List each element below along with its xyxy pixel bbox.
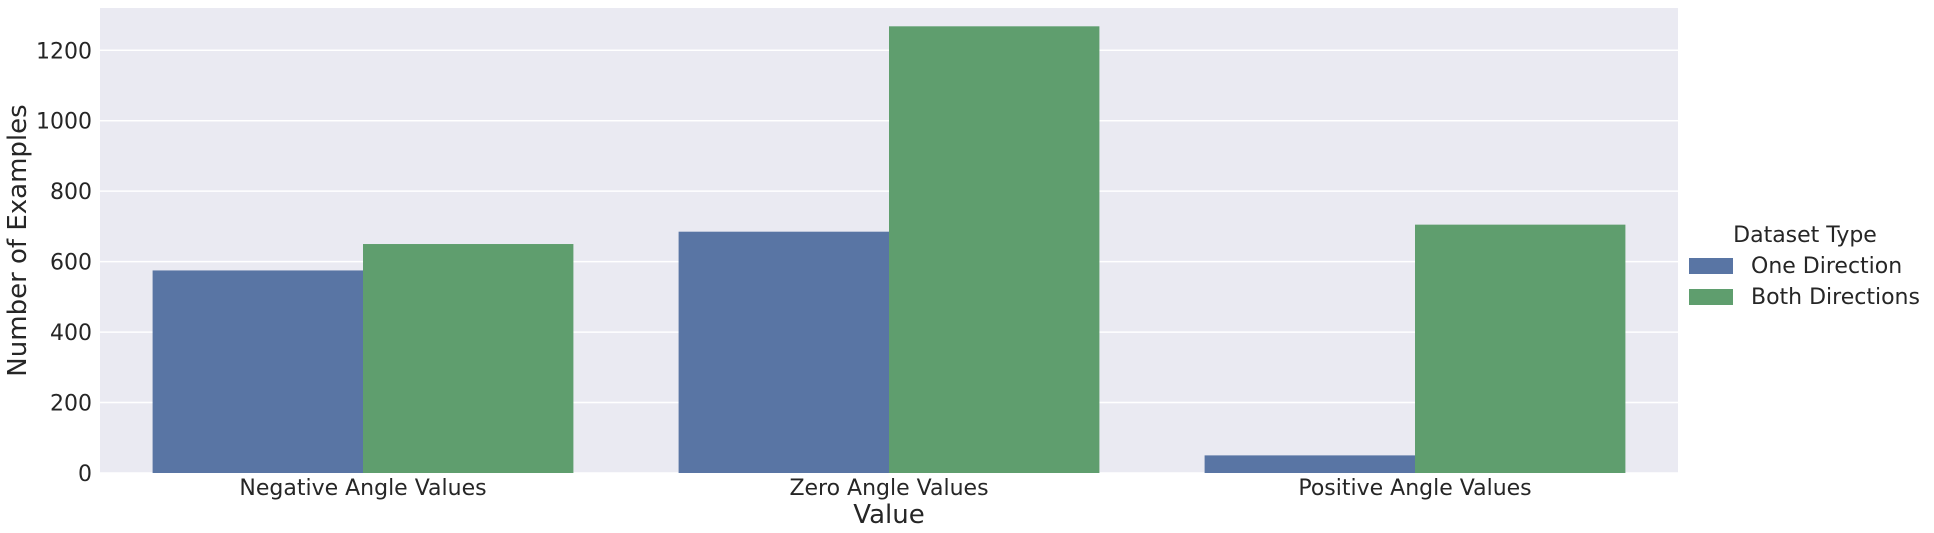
- y-tick-label: 1200: [36, 39, 92, 64]
- legend-swatch: [1689, 258, 1733, 274]
- x-axis-label: Value: [853, 500, 924, 530]
- legend-title: Dataset Type: [1733, 223, 1877, 248]
- legend-entry: Both Directions: [1751, 285, 1920, 310]
- bar: [152, 270, 363, 473]
- y-tick-label: 200: [50, 392, 92, 417]
- y-tick-label: 1000: [36, 110, 92, 135]
- bar: [1204, 455, 1415, 473]
- bar: [889, 26, 1100, 474]
- y-tick-label: 400: [50, 321, 92, 346]
- x-axis-ticks: Negative Angle Values Zero Angle Values Po…: [239, 476, 1531, 501]
- y-tick-label: 0: [78, 462, 92, 487]
- legend-entry: One Direction: [1751, 254, 1902, 279]
- bars: [152, 26, 1626, 474]
- y-tick-label: 800: [50, 180, 92, 205]
- x-tick-label: Negative Angle Values: [239, 476, 486, 501]
- bar: [363, 244, 574, 473]
- x-tick-label: Positive Angle Values: [1298, 476, 1531, 501]
- bar: [678, 231, 889, 473]
- y-tick-label: 600: [50, 251, 92, 276]
- y-axis-ticks: 0 200 400 600 800 1000 1200: [36, 39, 92, 487]
- legend: Dataset Type One Direction Both Direction…: [1689, 223, 1920, 310]
- legend-swatch: [1689, 289, 1733, 305]
- y-axis-label: Number of Examples: [3, 104, 33, 376]
- x-tick-label: Zero Angle Values: [789, 476, 988, 501]
- bar: [1415, 224, 1626, 473]
